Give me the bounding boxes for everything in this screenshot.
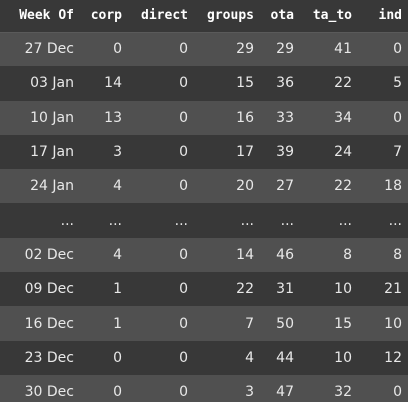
cell-ta-to: 41 — [300, 32, 358, 67]
cell-ota: 39 — [260, 134, 300, 170]
cell-week-of: 17 Jan — [0, 134, 80, 170]
cell-corp: 0 — [80, 374, 128, 402]
cell-ota: 44 — [260, 340, 300, 375]
cell-ind: 7 — [358, 134, 408, 170]
cell-corp: 4 — [80, 169, 128, 204]
cell-groups: 17 — [194, 134, 260, 170]
cell-week-of: 30 Dec — [0, 374, 80, 402]
table-body: 27 Dec 0 0 29 29 41 0 03 Jan 14 0 15 36 22 5 10 Jan 13 0… — [0, 32, 408, 402]
cell-ta-to: 8 — [300, 237, 358, 273]
column-header-ind: ind — [358, 0, 408, 33]
cell-ind: ... — [358, 203, 408, 238]
cell-ind: 8 — [358, 237, 408, 273]
cell-week-of: ... — [0, 203, 80, 238]
cell-week-of: 27 Dec — [0, 32, 80, 67]
cell-ta-to: 22 — [300, 66, 358, 101]
cell-week-of: 24 Jan — [0, 169, 80, 204]
table-row: 23 Dec 0 0 4 44 10 12 — [0, 340, 408, 375]
cell-ta-to: 34 — [300, 100, 358, 135]
cell-direct: 0 — [128, 169, 194, 204]
cell-direct: 0 — [128, 374, 194, 402]
table-row: 10 Jan 13 0 16 33 34 0 — [0, 100, 408, 135]
cell-groups: 7 — [194, 306, 260, 341]
cell-corp: 3 — [80, 134, 128, 170]
cell-direct: 0 — [128, 66, 194, 101]
cell-ta-to: 10 — [300, 272, 358, 307]
cell-groups: 14 — [194, 237, 260, 273]
cell-groups: 22 — [194, 272, 260, 307]
cell-ota: 46 — [260, 237, 300, 273]
cell-corp: 0 — [80, 340, 128, 375]
table-row: 17 Jan 3 0 17 39 24 7 — [0, 134, 408, 170]
cell-groups: 20 — [194, 169, 260, 204]
cell-ota: 29 — [260, 32, 300, 67]
table-row: 27 Dec 0 0 29 29 41 0 — [0, 32, 408, 67]
cell-corp: 1 — [80, 306, 128, 341]
cell-corp: ... — [80, 203, 128, 238]
cell-direct: 0 — [128, 340, 194, 375]
cell-ind: 0 — [358, 100, 408, 135]
cell-ta-to: 24 — [300, 134, 358, 170]
cell-direct: 0 — [128, 237, 194, 273]
cell-ind: 12 — [358, 340, 408, 375]
cell-ind: 10 — [358, 306, 408, 341]
cell-direct: 0 — [128, 306, 194, 341]
cell-week-of: 02 Dec — [0, 237, 80, 273]
cell-corp: 1 — [80, 272, 128, 307]
cell-week-of: 09 Dec — [0, 272, 80, 307]
cell-groups: 15 — [194, 66, 260, 101]
cell-ota: ... — [260, 203, 300, 238]
column-header-ota: ota — [260, 0, 300, 33]
column-header-corp: corp — [80, 0, 128, 33]
table-row: 03 Jan 14 0 15 36 22 5 — [0, 66, 408, 101]
table-row: 02 Dec 4 0 14 46 8 8 — [0, 237, 408, 273]
cell-direct: 0 — [128, 100, 194, 135]
cell-groups: 4 — [194, 340, 260, 375]
cell-ta-to: ... — [300, 203, 358, 238]
cell-ta-to: 22 — [300, 169, 358, 204]
cell-corp: 13 — [80, 100, 128, 135]
table-row: 30 Dec 0 0 3 47 32 0 — [0, 374, 408, 402]
cell-ota: 31 — [260, 272, 300, 307]
cell-corp: 4 — [80, 237, 128, 273]
cell-ota: 47 — [260, 374, 300, 402]
header-row: Week Of corp direct groups ota ta_to ind — [0, 0, 408, 33]
cell-groups: 3 — [194, 374, 260, 402]
cell-week-of: 16 Dec — [0, 306, 80, 341]
column-header-ta-to: ta_to — [300, 0, 358, 33]
cell-ota: 36 — [260, 66, 300, 101]
cell-week-of: 23 Dec — [0, 340, 80, 375]
cell-ta-to: 32 — [300, 374, 358, 402]
cell-ind: 0 — [358, 32, 408, 67]
cell-direct: 0 — [128, 272, 194, 307]
cell-direct: 0 — [128, 134, 194, 170]
cell-corp: 0 — [80, 32, 128, 67]
cell-ta-to: 15 — [300, 306, 358, 341]
cell-ind: 5 — [358, 66, 408, 101]
column-header-groups: groups — [194, 0, 260, 33]
cell-week-of: 03 Jan — [0, 66, 80, 101]
cell-ind: 18 — [358, 169, 408, 204]
cell-groups: 29 — [194, 32, 260, 67]
cell-ta-to: 10 — [300, 340, 358, 375]
cell-corp: 14 — [80, 66, 128, 101]
table-row: 24 Jan 4 0 20 27 22 18 — [0, 169, 408, 204]
cell-groups: ... — [194, 203, 260, 238]
cell-direct: 0 — [128, 32, 194, 67]
cell-direct: ... — [128, 203, 194, 238]
column-header-direct: direct — [128, 0, 194, 33]
table-row: 16 Dec 1 0 7 50 15 10 — [0, 306, 408, 341]
column-header-week-of: Week Of — [0, 0, 80, 33]
cell-ind: 21 — [358, 272, 408, 307]
cell-ota: 27 — [260, 169, 300, 204]
cell-ind: 0 — [358, 374, 408, 402]
table-row: ..................... — [0, 203, 408, 238]
cell-ota: 33 — [260, 100, 300, 135]
cell-groups: 16 — [194, 100, 260, 135]
cell-ota: 50 — [260, 306, 300, 341]
table-row: 09 Dec 1 0 22 31 10 21 — [0, 272, 408, 307]
cell-week-of: 10 Jan — [0, 100, 80, 135]
